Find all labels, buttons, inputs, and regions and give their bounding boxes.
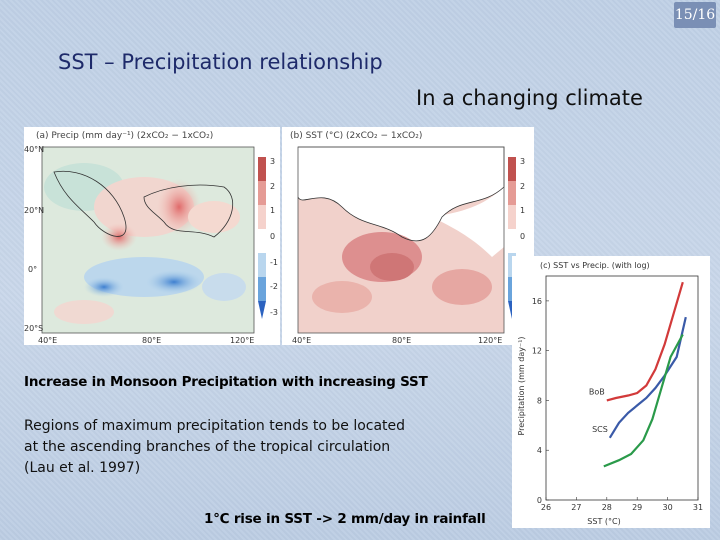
precip-map-title: (a) Precip (mm day⁻¹) (2xCO₂ − 1xCO₂): [36, 131, 214, 141]
x-tick-label: 31: [693, 503, 703, 512]
precip-colorbar-label: 0: [270, 232, 275, 241]
precip-colorbar-label: 2: [270, 182, 275, 191]
lon-label: 80°E: [142, 336, 161, 345]
series-label: SCS: [592, 425, 608, 434]
lon-label: 80°E: [392, 336, 411, 345]
monsoon-heading: Increase in Monsoon Precipitation with i…: [24, 374, 428, 390]
lon-label: 120°E: [230, 336, 254, 345]
plot-frame: [545, 275, 699, 501]
precip-map-panel: (a) Precip (mm day⁻¹) (2xCO₂ − 1xCO₂) 3 …: [24, 127, 280, 345]
sst-map-title: (b) SST (°C) (2xCO₂ − 1xCO₂): [290, 131, 423, 141]
lon-label: 40°E: [292, 336, 311, 345]
body-paragraph: Regions of maximum precipitation tends t…: [24, 416, 444, 479]
chart-xlabel: SST (°C): [587, 517, 620, 526]
y-tick-label: 4: [537, 446, 542, 455]
lon-label: 40°E: [38, 336, 57, 345]
sst-colorbar-label: 0: [520, 232, 525, 241]
lat-label: 20°S: [24, 324, 43, 333]
sst-precip-chart: (c) SST vs Precip. (with log) SST (°C) P…: [517, 261, 703, 526]
sst-map-figure: 3 2 1 0 -1 -2 -3 40°E 80°E 120°E: [292, 146, 528, 345]
x-tick-label: 26: [541, 503, 551, 512]
x-tick-label: 28: [602, 503, 612, 512]
series-line-unnamed: [603, 333, 684, 468]
x-tick-label: 29: [632, 503, 642, 512]
chart-title: (c) SST vs Precip. (with log): [540, 261, 650, 270]
sst-precip-chart-panel: (c) SST vs Precip. (with log) SST (°C) P…: [512, 256, 710, 528]
precip-colorbar-label: -1: [270, 258, 278, 267]
lon-label: 120°E: [478, 336, 502, 345]
chart-ylabel: Precipitation (mm day⁻¹): [517, 336, 526, 435]
y-tick-label: 16: [532, 297, 542, 306]
sst-map-panel: (b) SST (°C) (2xCO₂ − 1xCO₂) 3 2 1 0 -1 …: [282, 127, 534, 345]
page-number: 15/16: [674, 2, 716, 28]
sst-colorbar-label: 3: [520, 157, 525, 166]
precip-colorbar-label: -2: [270, 282, 278, 291]
x-tick-label: 30: [663, 503, 673, 512]
body-line: Regions of maximum precipitation tends t…: [24, 418, 406, 434]
rainfall-footnote: 1℃ rise in SST -> 2 mm/day in rainfall: [204, 511, 486, 527]
sst-colorbar-label: 2: [520, 182, 525, 191]
series-line-bob: [606, 281, 684, 402]
series-label: BoB: [589, 387, 605, 396]
series-line-scs: [608, 316, 687, 439]
precip-colorbar-label: 1: [270, 206, 275, 215]
lat-label: 0°: [28, 265, 37, 274]
lat-label: 20°N: [24, 206, 44, 215]
precip-colorbar-label: -3: [270, 308, 278, 317]
sst-colorbar-label: 1: [520, 206, 525, 215]
y-tick-label: 0: [537, 496, 542, 505]
x-tick-label: 27: [571, 503, 581, 512]
body-line: (Lau et al. 1997): [24, 460, 141, 476]
slide-subtitle: In a changing climate: [416, 86, 643, 110]
y-tick-label: 12: [532, 347, 542, 356]
precip-colorbar-label: 3: [270, 157, 275, 166]
precip-map-figure: 3 2 1 0 -1 -2 -3 40°N 20°N 0° 20°S 40°E …: [24, 145, 278, 345]
slide-title: SST – Precipitation relationship: [58, 50, 383, 74]
lat-label: 40°N: [24, 145, 44, 154]
y-tick-label: 8: [537, 396, 542, 405]
body-line: at the ascending branches of the tropica…: [24, 439, 391, 455]
